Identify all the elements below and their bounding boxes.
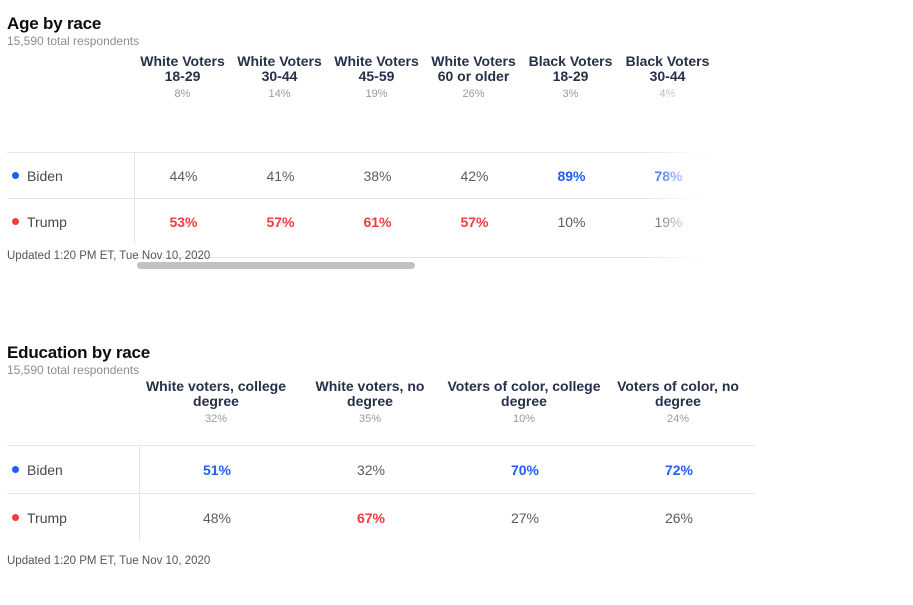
row-label: Trump [7,199,134,244]
row-label: Biden [7,153,134,198]
education-table: White voters, college degree 32% White vo… [7,377,757,541]
table-cell: 70% [510,461,540,478]
table-cell: 19% [654,213,683,230]
table-cell: 41% [266,167,295,184]
column-share: 32% [204,413,228,425]
candidate-name: Biden [27,461,63,478]
column-header: White voters, no degree 35% [293,379,447,445]
column-share: 35% [358,413,382,425]
column-share: 8% [174,88,191,100]
column-name: White Voters 30-44 [237,53,322,84]
column-header: White Voters 30-44 14% [231,54,328,152]
table-header-row: White voters, college degree 32% White vo… [7,377,757,445]
table-cell: 48% [202,509,232,526]
table-cell: 53% [169,213,198,230]
table-cell: 89% [557,167,586,184]
table-cell: 72% [664,461,694,478]
horizontal-scrollbar[interactable] [134,257,724,271]
candidate-name: Trump [27,509,67,526]
table-row-trump: Trump 48% 67% 27% 26% [7,493,754,541]
education-by-race-section: Education by race 15,590 total responden… [7,343,757,567]
section-title: Age by race [7,14,102,33]
biden-dot-icon [12,466,19,473]
table-header-row: White Voters 18-29 8% White Voters 30-44 1… [7,50,727,152]
column-name: White voters, no degree [315,378,425,409]
column-share: 3% [562,88,579,100]
column-name: Voters of color, college degree [447,378,601,409]
table-cell: 32% [356,461,386,478]
column-name: White Voters 18-29 [140,53,225,84]
table-cell: 27% [510,509,540,526]
column-share: 4% [659,88,676,100]
biden-dot-icon [12,172,19,179]
column-header: Voters of color, no degree 24% [601,379,755,445]
column-name: White Voters 60 or older [431,53,516,84]
table-cell: 44% [169,167,198,184]
candidate-name: Biden [27,167,63,184]
column-header: Black Voters 18-29 3% [522,54,619,152]
table-cell: 10% [557,213,586,230]
column-header: White Voters 60 or older 26% [425,54,522,152]
updated-timestamp: Updated 1:20 PM ET, Tue Nov 10, 2020 [7,555,211,567]
table-cell: 42% [460,167,489,184]
table-cell: 26% [664,509,694,526]
table-row-trump: Trump 53% 57% 61% 57% 10% 19% [7,198,727,244]
section-subtitle: 15,590 total respondents [7,34,140,48]
table-cell: 78% [654,167,683,184]
table-cell: 51% [202,461,232,478]
section-subtitle: 15,590 total respondents [7,363,140,377]
column-share: 10% [512,413,536,425]
section-title: Education by race [7,343,151,362]
column-name: White voters, college degree [145,378,287,409]
column-share: 14% [268,88,291,100]
age-table[interactable]: White Voters 18-29 8% White Voters 30-44 1… [7,50,727,290]
column-name: White Voters 45-59 [334,53,419,84]
column-header: Black Voters 30-44 4% [619,54,716,152]
updated-timestamp: Updated 1:20 PM ET, Tue Nov 10, 2020 [7,250,211,262]
candidate-name: Trump [27,213,67,230]
table-cell: 38% [363,167,392,184]
table-cell: 61% [363,213,392,230]
scrollbar-thumb[interactable] [137,262,415,269]
row-label: Biden [7,446,139,493]
column-name: Black Voters 30-44 [625,53,710,84]
table-cell: 57% [460,213,489,230]
column-header: White voters, college degree 32% [139,379,293,445]
table-cell: 57% [266,213,295,230]
column-share: 19% [365,88,388,100]
column-share: 26% [462,88,485,100]
table-row-biden: Biden 51% 32% 70% 72% [7,445,754,493]
column-share: 24% [666,413,690,425]
column-header: White Voters 18-29 8% [134,54,231,152]
column-header: Voters of color, college degree 10% [447,379,601,445]
trump-dot-icon [12,514,19,521]
column-header: White Voters 45-59 19% [328,54,425,152]
row-label: Trump [7,494,139,541]
age-by-race-section: Age by race 15,590 total respondents Whi… [7,14,727,290]
column-name: Voters of color, no degree [617,378,739,409]
table-cell: 67% [356,509,386,526]
table-row-biden: Biden 44% 41% 38% 42% 89% 78% [7,152,727,198]
column-name: Black Voters 18-29 [528,53,613,84]
trump-dot-icon [12,218,19,225]
